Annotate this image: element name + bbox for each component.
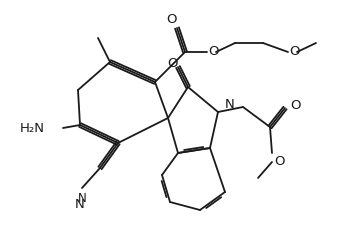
Text: N: N <box>225 98 235 110</box>
Text: H₂N: H₂N <box>20 121 45 134</box>
Text: O: O <box>290 98 300 111</box>
Text: O: O <box>166 13 176 26</box>
Text: O: O <box>274 155 284 168</box>
Text: N: N <box>77 192 86 205</box>
Text: N: N <box>75 198 85 211</box>
Text: O: O <box>167 56 177 70</box>
Text: O: O <box>208 44 218 58</box>
Text: O: O <box>289 44 299 58</box>
